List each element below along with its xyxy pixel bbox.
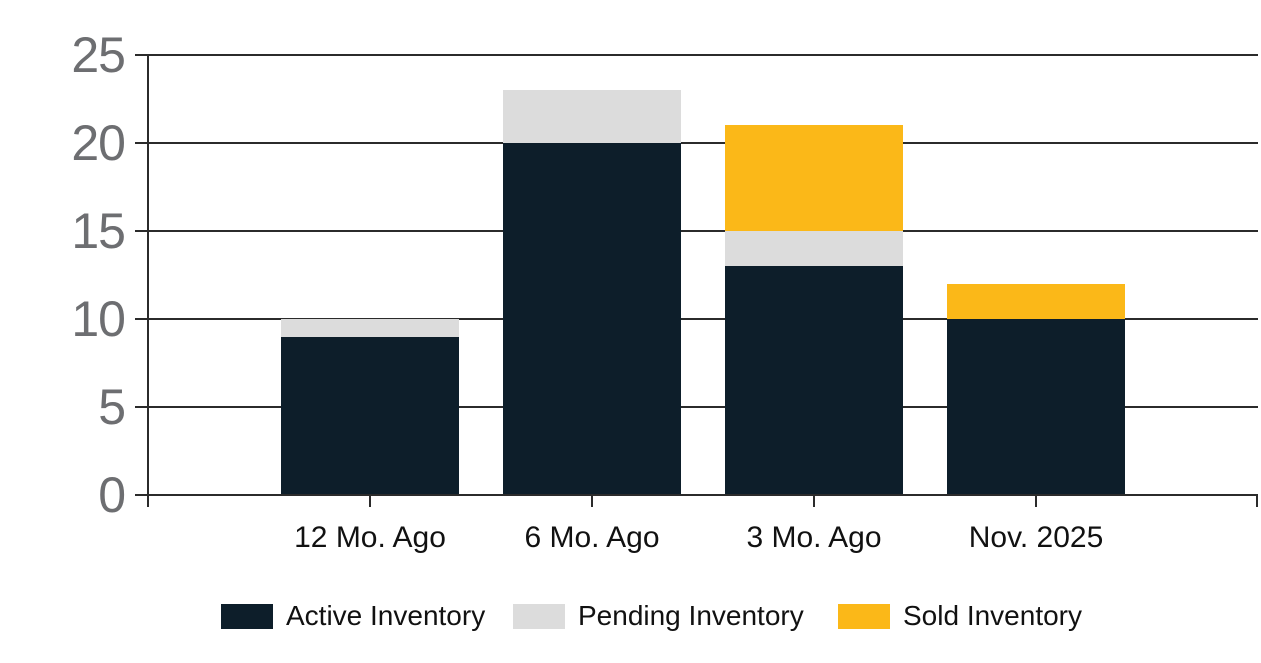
x-axis-line bbox=[135, 494, 1258, 496]
y-axis-label-10: 10 bbox=[71, 291, 126, 347]
y-axis-tick-10 bbox=[135, 318, 148, 320]
y-axis-label-20: 20 bbox=[71, 115, 126, 171]
gridline-15 bbox=[148, 230, 1258, 232]
bar-segment-active-inventory-6-mo-ago bbox=[503, 143, 681, 495]
y-axis-line bbox=[147, 55, 149, 507]
x-axis-label-6-mo-ago: 6 Mo. Ago bbox=[524, 521, 660, 554]
bar-segment-pending-inventory-3-mo-ago bbox=[725, 231, 903, 267]
gridline-5 bbox=[148, 406, 1258, 408]
y-axis-label-15: 15 bbox=[71, 203, 126, 259]
y-axis-tick-20 bbox=[135, 142, 148, 144]
y-axis-tick-5 bbox=[135, 406, 148, 408]
y-axis-label-5: 5 bbox=[98, 379, 126, 435]
bar-segment-active-inventory-12-mo-ago bbox=[281, 336, 459, 495]
x-axis-tick-12-mo-ago bbox=[369, 495, 371, 507]
x-axis-label-12-mo-ago: 12 Mo. Ago bbox=[294, 521, 446, 554]
bar-segment-sold-inventory-nov-2025 bbox=[947, 283, 1125, 319]
gridline-25 bbox=[148, 54, 1258, 56]
x-axis-tick-6-mo-ago bbox=[591, 495, 593, 507]
gridline-20 bbox=[148, 142, 1258, 144]
x-axis-end-tick bbox=[1256, 495, 1258, 507]
y-axis-label-25: 25 bbox=[71, 27, 126, 83]
bar-segment-pending-inventory-6-mo-ago bbox=[503, 90, 681, 143]
y-axis-tick-15 bbox=[135, 230, 148, 232]
bar-segment-active-inventory-nov-2025 bbox=[947, 319, 1125, 495]
y-axis-tick-25 bbox=[135, 54, 148, 56]
x-axis-tick-nov-2025 bbox=[1035, 495, 1037, 507]
x-axis-tick-3-mo-ago bbox=[813, 495, 815, 507]
gridline-10 bbox=[148, 318, 1258, 320]
y-axis-label-0: 0 bbox=[98, 467, 126, 523]
bar-segment-pending-inventory-12-mo-ago bbox=[281, 319, 459, 337]
x-axis-label-3-mo-ago: 3 Mo. Ago bbox=[746, 521, 882, 554]
bar-segment-sold-inventory-3-mo-ago bbox=[725, 125, 903, 231]
x-axis-label-nov-2025: Nov. 2025 bbox=[968, 521, 1104, 554]
bar-segment-active-inventory-3-mo-ago bbox=[725, 266, 903, 495]
